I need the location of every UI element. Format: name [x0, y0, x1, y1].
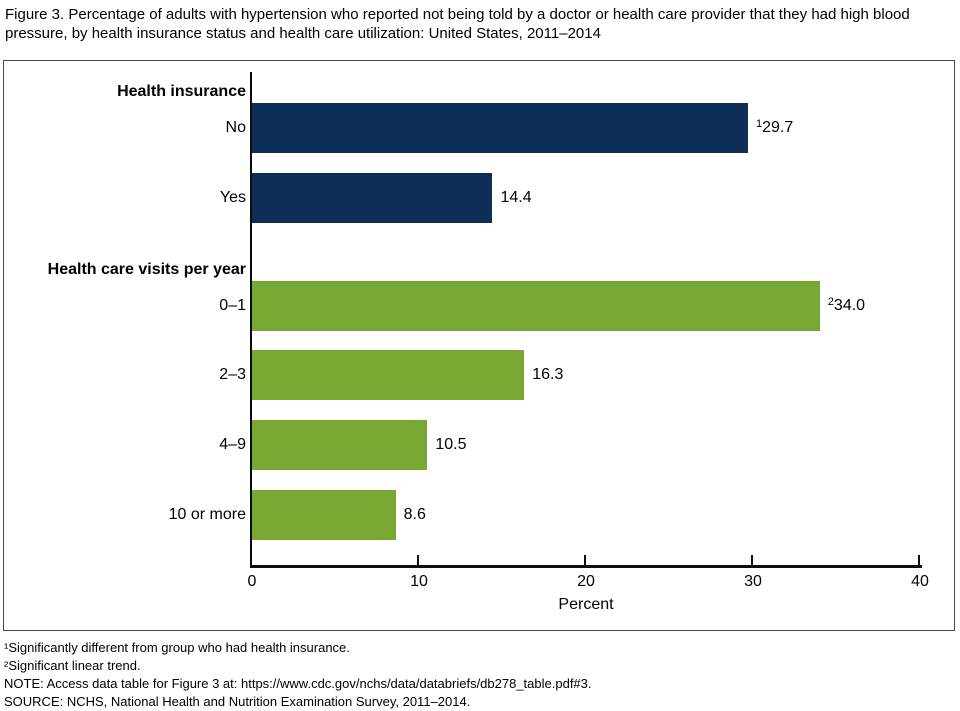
group-header-health-care-visits-per-year: Health care visits per year	[47, 261, 246, 278]
bar-10-or-more	[252, 490, 396, 540]
category-label-0-1: 0–1	[219, 297, 246, 314]
x-tick-label-30: 30	[744, 573, 762, 590]
value-label-4-9: 10.5	[435, 436, 467, 453]
footnote-source: SOURCE: NCHS, National Health and Nutrit…	[4, 694, 471, 709]
group-header-health-insurance: Health insurance	[117, 83, 246, 100]
chart-box: 0 10 20 30 40 Percent Health insurance No 129.7 Y…	[3, 60, 955, 631]
value-label-yes: 14.4	[500, 189, 532, 206]
category-label-10-or-more: 10 or more	[168, 506, 246, 523]
x-axis	[250, 565, 922, 568]
x-tick-10	[417, 555, 419, 565]
x-tick-label-10: 10	[410, 573, 428, 590]
footnote-1: ¹Significantly different from group who …	[4, 640, 350, 655]
value-superscript-no: 1	[755, 118, 763, 130]
category-label-4-9: 4–9	[219, 436, 246, 453]
x-tick-label-40: 40	[911, 573, 929, 590]
y-axis	[250, 72, 252, 567]
value-superscript-0-1: 2	[827, 296, 834, 308]
category-label-2-3: 2–3	[219, 366, 246, 383]
bar-0-1	[252, 281, 820, 331]
category-label-no: No	[225, 119, 246, 136]
x-tick-label-0: 0	[247, 573, 257, 590]
figure-title: Figure 3. Percentage of adults with hype…	[5, 6, 910, 42]
footnotes: ¹Significantly different from group who …	[4, 639, 954, 711]
footnote-note: NOTE: Access data table for Figure 3 at:…	[4, 676, 592, 691]
bar-no	[252, 103, 748, 153]
x-tick-label-20: 20	[577, 573, 595, 590]
x-tick-40	[918, 555, 920, 565]
footnote-2: ²Significant linear trend.	[4, 658, 141, 673]
x-axis-title: Percent	[558, 596, 614, 613]
x-tick-20	[584, 555, 586, 565]
value-label-2-3: 16.3	[532, 366, 564, 383]
value-label-10-or-more: 8.6	[403, 506, 426, 523]
bar-2-3	[252, 350, 525, 400]
plot-area: 0 10 20 30 40 Percent Health insurance No 129.7 Y…	[48, 72, 929, 613]
value-label-no: 129.7	[755, 118, 794, 137]
category-label-yes: Yes	[219, 189, 246, 206]
x-tick-30	[751, 555, 753, 565]
bar-yes	[252, 173, 493, 223]
bar-4-9	[252, 420, 428, 470]
value-label-0-1: 234.0	[827, 296, 866, 315]
